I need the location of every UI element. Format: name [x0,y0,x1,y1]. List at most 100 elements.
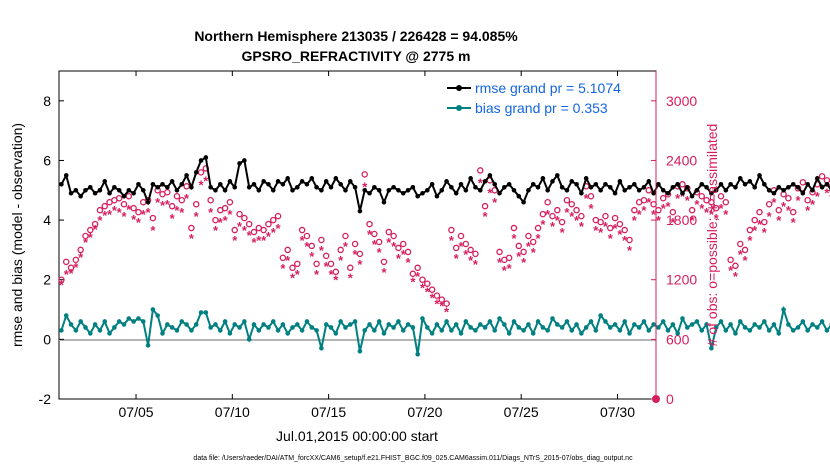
y-left-tick-label: -2 [39,391,52,407]
rmse-point [689,193,695,199]
bias-point [617,328,623,333]
y-right-tick-label: 0 [666,391,674,407]
obs-assimilated-point: * [704,205,710,220]
bias-point [275,328,281,333]
obs-possible-point [616,220,624,228]
obs-possible-point [611,214,619,222]
obs-assimilated-point: * [213,223,219,238]
bias-point [280,322,286,327]
rmse-point [213,187,218,193]
obs-assimilated-point: * [353,247,359,262]
bias-point [545,328,550,333]
rmse-point [208,184,213,190]
obs-possible-point [659,194,667,202]
bias-point [627,331,632,336]
y-left-tick-label: 6 [43,152,51,168]
bias-point [477,322,483,327]
rmse-point [59,182,64,187]
obs-possible-point [82,232,89,240]
obs-possible-point [72,256,80,264]
bias-point [155,313,160,318]
rmse-point [242,158,247,163]
bias-point [136,316,141,321]
obs-possible-point [284,246,291,254]
obs-assimilated-point: * [357,257,363,272]
obs-possible-point [245,220,253,228]
bias-point [87,331,93,336]
bias-point [795,325,801,330]
obs-assimilated-point: * [160,198,166,213]
bias-point [781,307,786,312]
rmse-point [713,187,719,193]
obs-possible-point [607,224,614,232]
obs-possible-point [183,183,190,190]
obs-assimilated-point: * [815,189,821,204]
obs-assimilated-point: * [93,222,99,237]
rmse-point [800,190,806,196]
obs-possible-point [322,252,330,260]
obs-possible-point [226,198,234,206]
obs-assimilated-point: * [646,195,652,210]
bias-point [742,325,748,330]
y-axis-left-label: rmse and bias (model - observation) [9,123,25,347]
bias-point [140,319,146,324]
obs-assimilated-point: * [473,257,479,272]
obs-possible-point [472,250,479,258]
obs-possible-point [236,210,243,218]
obs-assimilated-point: * [415,269,421,284]
obs-assimilated-point: * [420,281,426,296]
bias-point [217,328,223,333]
obs-possible-point [385,228,393,236]
rmse-point [598,187,603,193]
bias-point [429,331,435,336]
bias-point [391,325,396,330]
bias-point [646,328,652,333]
rmse-point [184,173,189,178]
obs-possible-point [91,220,99,228]
x-axis-ticks: 07/05 07/10 07/15 07/20 07/25 07/30 [119,71,635,420]
y-left-tick-label: 0 [43,331,51,347]
bias-point [444,319,449,324]
y-right-tick-label: 2400 [666,152,697,168]
obs-assimilated-point: * [304,239,310,254]
rmse-point [607,184,613,190]
obs-possible-point [419,276,426,283]
rmse-point [540,176,546,181]
rmse-point [227,179,233,184]
obs-assimilated-point: * [343,239,349,254]
obs-assimilated-point: * [251,235,257,250]
chart-title-line-2: GPSRO_REFRACTIVITY @ 2775 m [242,48,471,64]
obs-assimilated-point: * [146,205,152,220]
obs-possible-point [313,260,320,268]
rmse-point [622,187,628,193]
rmse-point [102,179,108,184]
bias-point [757,325,762,330]
bias-point [256,328,262,333]
obs-possible-point [424,280,431,287]
obs-assimilated-point: * [107,207,113,222]
rmse-point [145,199,151,205]
bias-point [246,337,252,342]
x-tick-label: 07/30 [600,404,635,420]
bias-point [526,322,531,327]
rmse-point [550,179,555,184]
rmse-point [92,190,98,196]
bias-point [126,316,132,321]
bias-point [193,322,199,327]
bias-point [622,319,628,324]
bias-point [352,319,358,324]
bias-point [728,322,733,327]
obs-assimilated-point: * [425,285,431,300]
rmse-point [632,182,637,187]
obs-assimilated-point: * [150,223,156,238]
rmse-point [116,187,122,193]
obs-assimilated-point: * [574,213,580,228]
obs-possible-point [481,202,489,210]
rmse-point [357,208,363,214]
bias-point [367,322,372,327]
rmse-point [574,182,579,187]
obs-assimilated-point: * [88,230,94,245]
series-rmse [59,155,830,214]
obs-assimilated-point: * [771,195,777,210]
obs-possible-point [289,264,296,272]
